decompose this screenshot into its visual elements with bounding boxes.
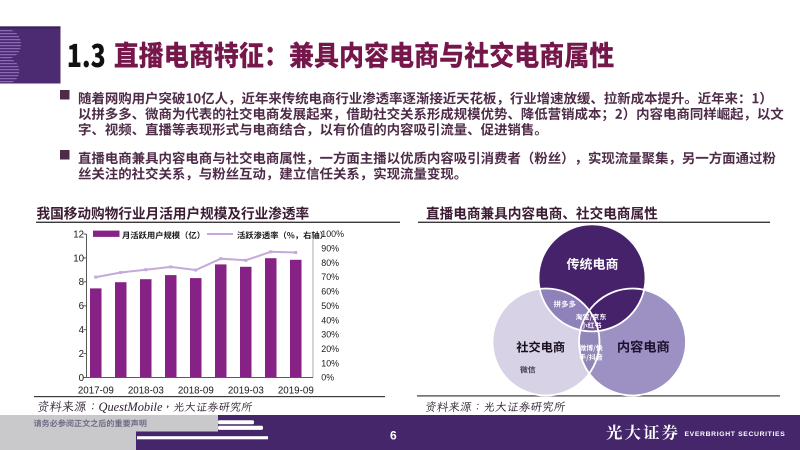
svg-text:40%: 40% xyxy=(321,315,339,325)
svg-text:4: 4 xyxy=(79,325,85,336)
svg-text:2017-09: 2017-09 xyxy=(78,385,114,396)
svg-text:100%: 100% xyxy=(321,229,344,239)
svg-text:0: 0 xyxy=(79,373,85,384)
svg-text:12: 12 xyxy=(73,229,84,240)
svg-text:2019-03: 2019-03 xyxy=(228,385,265,396)
svg-text:2: 2 xyxy=(79,349,84,360)
svg-text:8: 8 xyxy=(79,277,84,288)
svg-text:60%: 60% xyxy=(321,287,339,297)
svg-text:10%: 10% xyxy=(321,358,339,368)
svg-text:80%: 80% xyxy=(321,258,339,268)
svg-text:20%: 20% xyxy=(321,344,339,354)
svg-text:QuestMobile: QuestMobile xyxy=(99,400,164,414)
svg-text:0%: 0% xyxy=(321,373,334,383)
svg-text:2018-09: 2018-09 xyxy=(178,385,214,396)
svg-text:10: 10 xyxy=(73,253,84,264)
svg-text:EVERBRIGHT SECURITIES: EVERBRIGHT SECURITIES xyxy=(685,431,786,438)
svg-text:70%: 70% xyxy=(321,272,339,282)
svg-text:30%: 30% xyxy=(321,330,339,340)
svg-text:50%: 50% xyxy=(321,301,339,311)
svg-text:2019-09: 2019-09 xyxy=(278,385,314,396)
svg-text:90%: 90% xyxy=(321,244,339,254)
svg-text:6: 6 xyxy=(390,429,397,443)
svg-text:2018-03: 2018-03 xyxy=(128,385,165,396)
svg-text:6: 6 xyxy=(79,301,84,312)
